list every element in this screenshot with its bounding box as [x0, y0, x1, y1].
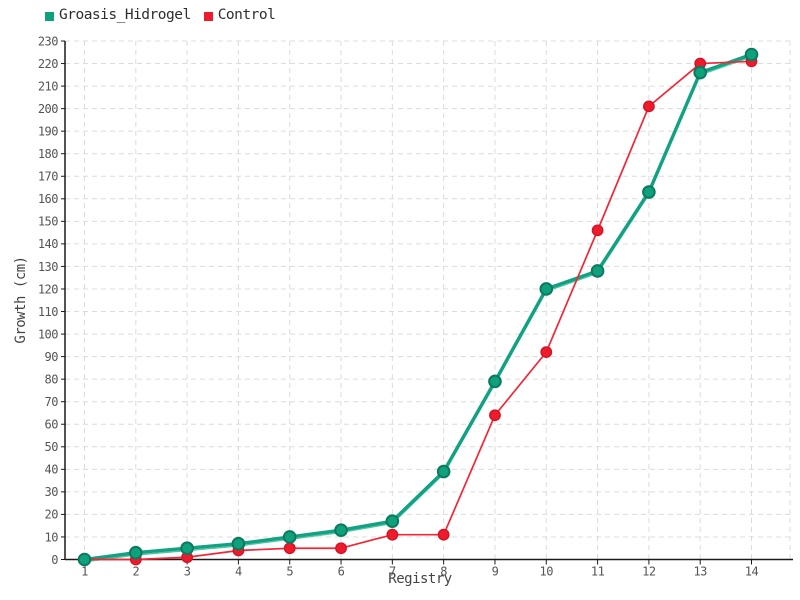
legend-swatch-control: [203, 11, 213, 21]
y-tick-label: 10: [45, 530, 59, 544]
y-tick-label: 50: [45, 440, 59, 454]
chart-legend: Groasis_Hidrogel Control: [45, 7, 276, 23]
marker-groasis-hidrogel: [282, 530, 297, 544]
y-tick-label: 100: [38, 327, 58, 341]
marker-groasis-hidrogel: [488, 374, 502, 389]
y-tick-label: 60: [45, 418, 59, 432]
marker-control: [283, 542, 296, 555]
y-tick-label: 220: [38, 57, 58, 71]
y-tick-label: 30: [45, 485, 59, 499]
x-tick-label: 13: [693, 565, 707, 579]
y-tick-label: 190: [38, 124, 58, 138]
legend-item-control: Control: [203, 7, 276, 23]
marker-groasis-hidrogel: [590, 264, 605, 278]
y-tick-label: 70: [45, 395, 59, 409]
y-tick-label: 200: [38, 102, 58, 116]
y-tick-label: 230: [38, 34, 58, 48]
x-tick-label: 12: [642, 565, 656, 579]
marker-groasis-hidrogel: [129, 545, 143, 560]
marker-groasis-hidrogel: [693, 65, 707, 80]
marker-groasis-hidrogel: [231, 536, 246, 551]
y-tick-label: 20: [45, 508, 59, 522]
marker-groasis-hidrogel: [77, 552, 92, 567]
legend-swatch-groasis-hidrogel: [45, 11, 54, 21]
x-tick-label: 5: [286, 565, 293, 579]
y-tick-label: 80: [45, 372, 59, 386]
x-tick-label: 11: [591, 565, 605, 579]
legend-label-groasis-hidrogel: Groasis_Hidrogel: [59, 7, 191, 23]
x-tick-label: 1: [81, 565, 88, 579]
y-tick-label: 140: [38, 237, 58, 251]
legend-item-groasis-hidrogel: Groasis_Hidrogel: [45, 7, 191, 23]
y-tick-label: 130: [38, 260, 58, 274]
y-tick-label: 40: [45, 463, 59, 477]
marker-groasis-hidrogel: [539, 282, 554, 296]
marker-groasis-hidrogel: [334, 523, 348, 537]
marker-control: [489, 409, 501, 422]
marker-control: [437, 528, 450, 541]
y-tick-label: 150: [38, 215, 58, 229]
x-tick-label: 10: [540, 565, 554, 579]
x-tick-label: 3: [184, 565, 191, 579]
marker-control: [540, 346, 553, 358]
marker-groasis-hidrogel: [744, 47, 759, 62]
y-tick-label: 160: [38, 192, 58, 206]
legend-label-control: Control: [217, 7, 276, 23]
marker-groasis-hidrogel: [385, 514, 400, 528]
y-tick-label: 90: [45, 350, 59, 364]
y-tick-label: 120: [38, 282, 58, 296]
series-line-groasis-hidrogel: [84, 52, 753, 562]
series-highlight-groasis-hidrogel: [84, 56, 752, 563]
x-tick-label: 9: [492, 565, 499, 579]
x-tick-label: 2: [132, 565, 139, 579]
marker-control: [386, 528, 399, 541]
marker-groasis-hidrogel: [436, 464, 451, 479]
marker-control: [591, 224, 604, 237]
marker-groasis-hidrogel: [642, 185, 656, 199]
x-tick-label: 6: [338, 565, 345, 579]
x-tick-label: 14: [745, 565, 759, 579]
series-line-control: [84, 60, 752, 561]
y-tick-label: 170: [38, 170, 58, 184]
y-tick-label: 210: [38, 79, 58, 93]
x-axis-label: Registry: [388, 571, 452, 587]
x-tick-label: 7: [389, 565, 396, 579]
y-tick-label: 110: [38, 305, 58, 319]
y-tick-label: 0: [51, 553, 58, 567]
y-tick-label: 180: [38, 147, 58, 161]
y-axis-label: Growth (cm): [13, 256, 29, 344]
marker-control: [642, 100, 655, 113]
x-tick-label: 8: [440, 565, 447, 579]
marker-groasis-hidrogel: [180, 541, 194, 556]
marker-control: [335, 542, 347, 555]
x-tick-label: 4: [235, 565, 242, 579]
